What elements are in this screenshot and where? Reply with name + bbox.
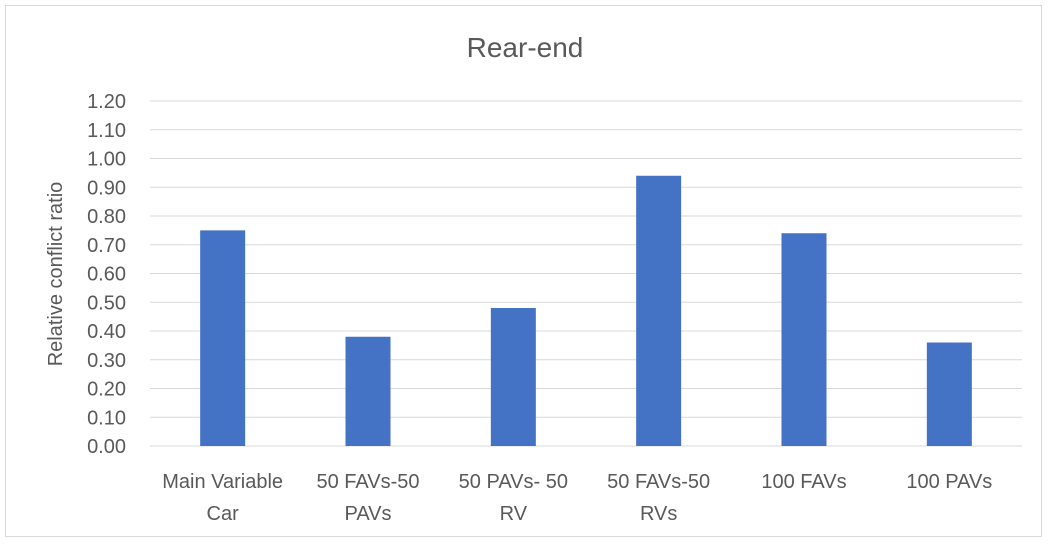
- x-category-label: 100 FAVs: [761, 471, 846, 493]
- chart-title: Rear-end: [467, 32, 584, 63]
- y-axis-ticks: 0.00 0.10 0.20 0.30 0.40 0.50 0.60 0.70 0.80 0.90…: [87, 91, 126, 458]
- y-tick-label: 0.40: [87, 321, 126, 343]
- y-tick-label: 0.50: [87, 292, 126, 314]
- bar: [490, 308, 536, 446]
- bar: [926, 342, 972, 446]
- y-axis-label: Relative conflict ratio: [45, 182, 67, 367]
- bar: [345, 336, 391, 446]
- x-category-label: RV: [500, 503, 528, 525]
- x-category-label: 50 FAVs-50: [316, 471, 419, 493]
- y-tick-label: 0.10: [87, 407, 126, 429]
- y-tick-label: 0.20: [87, 379, 126, 401]
- y-tick-label: 1.00: [87, 149, 126, 171]
- y-tick-label: 0.30: [87, 350, 126, 372]
- bar: [636, 175, 682, 446]
- x-category-label: Main Variable: [162, 471, 283, 493]
- y-tick-label: 0.80: [87, 206, 126, 228]
- x-category-label: 50 PAVs- 50: [459, 471, 568, 493]
- y-tick-label: 0.70: [87, 235, 126, 257]
- x-category-label: Car: [207, 503, 240, 525]
- x-category-label: PAVs: [344, 503, 391, 525]
- chart-frame: [5, 5, 1042, 537]
- y-tick-label: 0.90: [87, 177, 126, 199]
- y-tick-label: 0.60: [87, 264, 126, 286]
- y-tick-label: 1.10: [87, 120, 126, 142]
- x-axis-labels: Main Variable Car 50 FAVs-50 PAVs 50 PAVs- 5…: [162, 471, 992, 525]
- x-category-label: 50 FAVs-50: [607, 471, 710, 493]
- bar: [781, 233, 827, 446]
- bars: [200, 175, 972, 446]
- x-category-label: 100 PAVs: [906, 471, 992, 493]
- bar: [200, 230, 246, 446]
- x-category-label: RVs: [640, 503, 677, 525]
- gridlines: [150, 100, 1022, 447]
- y-tick-label: 1.20: [87, 91, 126, 113]
- y-tick-label: 0.00: [87, 436, 126, 458]
